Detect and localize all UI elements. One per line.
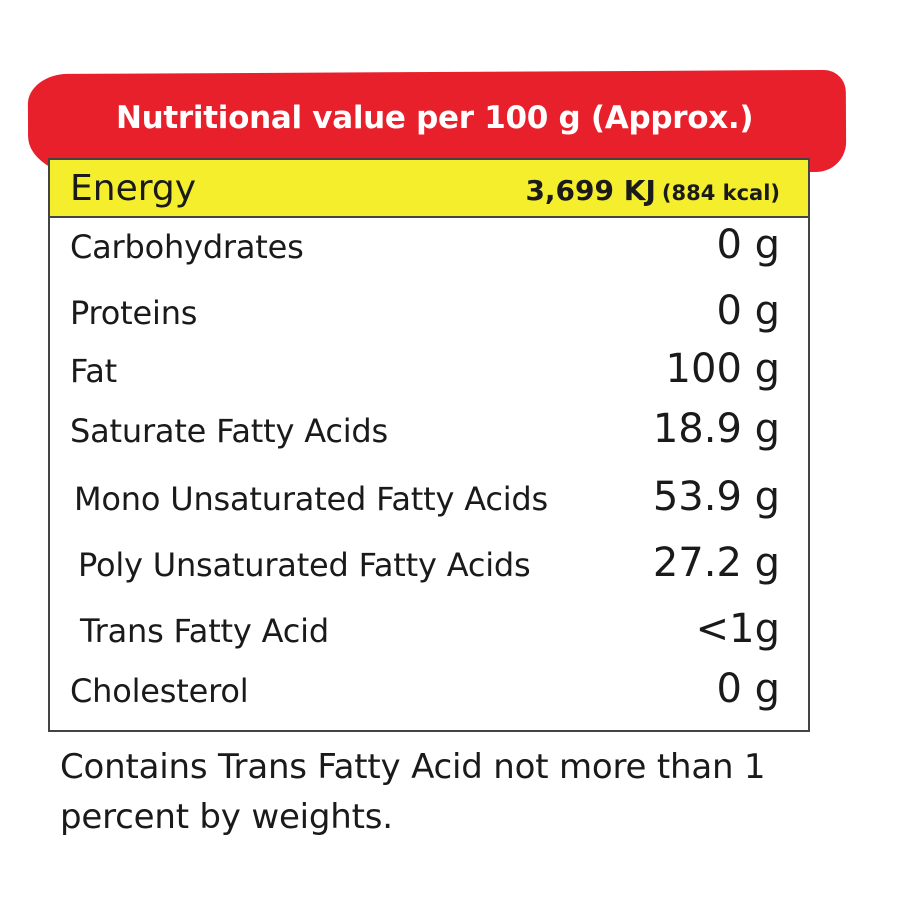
nutrient-value: 53.9 g: [652, 474, 780, 520]
nutrient-row-poly-unsaturated: Poly Unsaturated Fatty Acids 27.2 g: [50, 536, 808, 596]
nutrient-row-trans: Trans Fatty Acid <1g: [50, 602, 808, 662]
nutrient-label: Carbohydrates: [70, 228, 304, 266]
nutrient-value: <1g: [695, 606, 780, 652]
energy-row: Energy 3,699 KJ (884 kcal): [50, 160, 808, 218]
nutrient-label: Trans Fatty Acid: [80, 612, 329, 650]
nutrient-value: 0 g: [716, 666, 780, 712]
energy-kcal: (884 kcal): [661, 181, 780, 205]
nutrient-row-proteins: Proteins 0 g: [50, 284, 808, 344]
energy-label: Energy: [70, 168, 197, 209]
nutrient-label: Saturate Fatty Acids: [70, 412, 389, 450]
nutrient-value: 18.9 g: [652, 406, 780, 452]
energy-value: 3,699 KJ (884 kcal): [525, 174, 780, 207]
nutrient-row-carbohydrates: Carbohydrates 0 g: [50, 218, 808, 278]
nutrient-label: Proteins: [70, 294, 198, 332]
nutrient-label: Mono Unsaturated Fatty Acids: [74, 480, 548, 518]
nutrition-table: Energy 3,699 KJ (884 kcal) Carbohydrates …: [48, 158, 810, 732]
nutrient-row-fat: Fat 100 g: [50, 342, 808, 402]
nutrient-row-cholesterol: Cholesterol 0 g: [50, 662, 808, 722]
nutrient-label: Fat: [70, 352, 118, 390]
nutrient-label: Poly Unsaturated Fatty Acids: [78, 546, 531, 584]
nutrient-row-mono-unsaturated: Mono Unsaturated Fatty Acids 53.9 g: [50, 470, 808, 530]
nutrient-row-saturated: Saturate Fatty Acids 18.9 g: [50, 402, 808, 462]
nutrient-value: 100 g: [665, 346, 780, 392]
footnote: Contains Trans Fatty Acid not more than …: [60, 747, 766, 837]
nutrient-value: 0 g: [716, 222, 780, 268]
nutrient-label: Cholesterol: [70, 672, 249, 710]
table-title: Nutritional value per 100 g (Approx.): [116, 100, 754, 136]
nutrient-value: 0 g: [716, 288, 780, 334]
energy-kj: 3,699 KJ: [525, 174, 656, 207]
nutrient-value: 27.2 g: [652, 540, 780, 586]
